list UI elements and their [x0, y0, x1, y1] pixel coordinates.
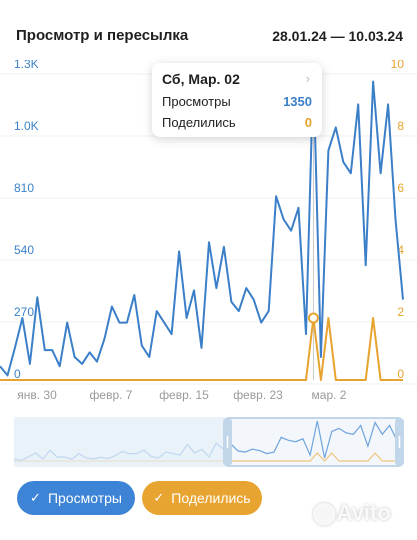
tooltip-shares-row: Поделились 0	[162, 115, 312, 130]
range-navigator[interactable]	[14, 417, 404, 467]
tooltip-views-label: Просмотры	[162, 94, 231, 109]
y-right-tick-label: 2	[397, 305, 404, 319]
x-tick-label: мар. 2	[312, 388, 347, 402]
toggle-views-button[interactable]: ✓ Просмотры	[17, 481, 135, 515]
tooltip-shares-value: 0	[304, 115, 312, 130]
y-left-tick-label: 810	[14, 181, 34, 195]
y-right-tick-label: 4	[397, 243, 404, 257]
chart-header: Просмотр и пересылка 28.01.24 — 10.03.24	[0, 0, 417, 60]
y-right-tick-label: 8	[397, 119, 404, 133]
y-right-tick-label: 10	[391, 60, 405, 71]
check-icon: ✓	[153, 490, 165, 505]
date-range[interactable]: 28.01.24 — 10.03.24	[272, 28, 403, 44]
tooltip-views-row: Просмотры 1350	[162, 94, 312, 109]
tooltip-shares-label: Поделились	[162, 115, 236, 130]
x-tick-label: февр. 7	[90, 388, 133, 402]
y-left-tick-label: 1.0K	[14, 119, 39, 133]
y-left-tick-label: 1.3K	[14, 60, 39, 71]
series-line-views	[0, 69, 404, 377]
x-tick-label: янв. 30	[17, 388, 57, 402]
tooltip-date: Сб, Мар. 02	[162, 71, 240, 87]
y-left-tick-label: 0	[14, 367, 21, 381]
toggle-shares-label: Поделились	[171, 490, 251, 506]
x-tick-label: февр. 15	[159, 388, 209, 402]
toggle-shares-button[interactable]: ✓ Поделились	[142, 481, 262, 515]
avito-watermark-logo: ⬤Avito	[312, 500, 391, 525]
check-icon: ✓	[30, 490, 41, 505]
y-left-tick-label: 540	[14, 243, 34, 257]
y-right-tick-label: 6	[397, 181, 404, 195]
toggle-views-label: Просмотры	[47, 490, 122, 506]
navigator-dim-overlay	[14, 417, 224, 467]
selected-point-shares	[307, 312, 319, 324]
tooltip-card: Сб, Мар. 02 › Просмотры 1350 Поделились …	[152, 63, 322, 137]
chevron-right-icon[interactable]: ›	[305, 71, 310, 86]
y-right-tick-label: 0	[397, 367, 404, 381]
x-tick-label: февр. 23	[233, 388, 283, 402]
chart-title: Просмотр и пересылка	[16, 27, 189, 44]
y-left-tick-label: 270	[14, 305, 34, 319]
series-line-shares	[0, 317, 403, 381]
tooltip-views-value: 1350	[283, 94, 312, 109]
